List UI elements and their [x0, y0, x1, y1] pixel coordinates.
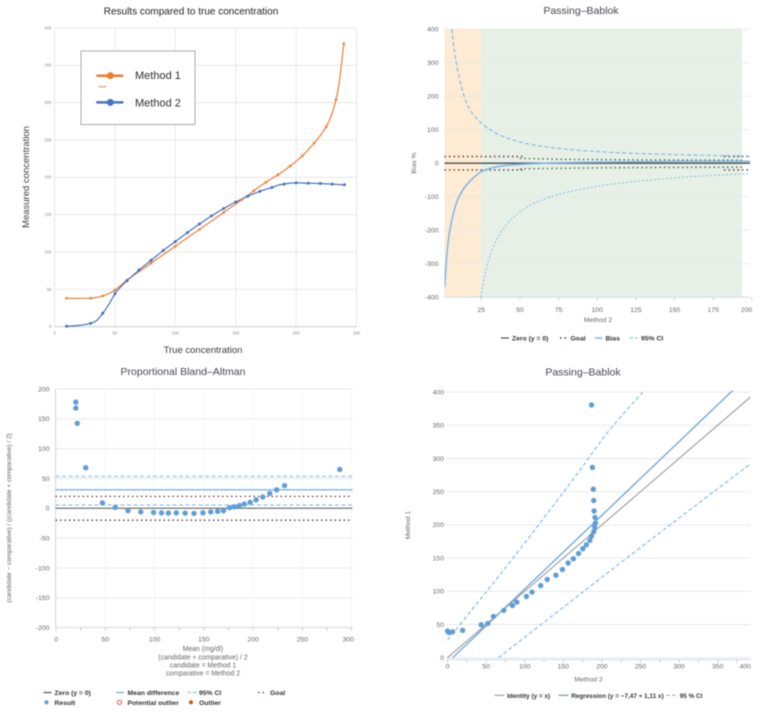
svg-text:100: 100: [519, 664, 531, 671]
svg-text:200: 200: [433, 522, 445, 529]
svg-text:Outlier: Outlier: [199, 700, 221, 707]
svg-text:-100: -100: [36, 565, 50, 572]
svg-text:Bias %: Bias %: [411, 152, 418, 173]
svg-text:-100: -100: [425, 194, 439, 201]
svg-text:Results compared to true conce: Results compared to true concentration: [104, 7, 279, 18]
svg-text:95% CI: 95% CI: [199, 690, 221, 697]
svg-text:400: 400: [433, 389, 445, 396]
svg-text:(candidate + comparative) / 2: (candidate + comparative) / 2: [158, 655, 248, 662]
svg-text:250: 250: [45, 137, 53, 142]
svg-text:300: 300: [673, 664, 685, 671]
svg-text:150: 150: [433, 555, 445, 562]
svg-text:150: 150: [558, 664, 570, 671]
svg-text:-200: -200: [36, 625, 50, 632]
svg-text:100: 100: [45, 249, 53, 254]
svg-text:100: 100: [592, 307, 604, 314]
svg-text:100: 100: [149, 637, 161, 644]
svg-text:comparative = Method 2: comparative = Method 2: [166, 671, 240, 678]
svg-text:Method 2: Method 2: [574, 677, 603, 684]
svg-text:Method 1: Method 1: [135, 70, 181, 82]
svg-text:0: 0: [53, 331, 56, 336]
svg-text:0: 0: [54, 637, 58, 644]
svg-text:50: 50: [42, 476, 50, 483]
svg-text:250: 250: [297, 637, 309, 644]
svg-text:0: 0: [46, 506, 50, 513]
svg-text:Zero (y = 0): Zero (y = 0): [55, 690, 91, 697]
svg-text:Measured concentration: Measured concentration: [21, 126, 32, 228]
svg-text:200: 200: [247, 637, 259, 644]
svg-text:400: 400: [427, 27, 439, 34]
svg-text:200: 200: [38, 386, 50, 393]
svg-text:50: 50: [436, 622, 444, 629]
svg-text:350: 350: [433, 423, 445, 430]
svg-text:100: 100: [433, 589, 445, 596]
svg-text:Mean (mg/dl): Mean (mg/dl): [183, 646, 224, 653]
svg-text:300: 300: [433, 456, 445, 463]
svg-text:(candidate − comparative) / ((: (candidate − comparative) / ((candidate …: [6, 433, 13, 602]
svg-text:75: 75: [555, 307, 563, 314]
svg-text:0: 0: [49, 324, 52, 329]
svg-text:Mean difference: Mean difference: [128, 690, 180, 697]
svg-text:Goal: Goal: [571, 336, 586, 343]
svg-text:250: 250: [635, 664, 647, 671]
svg-text:400: 400: [45, 25, 53, 30]
svg-text:400: 400: [740, 664, 752, 671]
svg-text:200: 200: [293, 331, 301, 336]
svg-text:100: 100: [38, 446, 50, 453]
svg-text:Identity (y = x): Identity (y = x): [507, 693, 550, 700]
svg-text:150: 150: [232, 331, 240, 336]
svg-text:Method 2: Method 2: [135, 98, 181, 110]
svg-text:50: 50: [113, 331, 118, 336]
svg-text:50: 50: [102, 637, 110, 644]
svg-text:Result: Result: [55, 700, 77, 707]
svg-text:200: 200: [596, 664, 608, 671]
svg-text:Zero (y = 0): Zero (y = 0): [512, 336, 548, 343]
svg-text:-400: -400: [425, 295, 439, 302]
svg-text:150: 150: [38, 416, 50, 423]
svg-text:250: 250: [433, 489, 445, 496]
svg-text:-150: -150: [36, 595, 50, 602]
svg-text:25: 25: [478, 307, 486, 314]
svg-text:175: 175: [708, 307, 720, 314]
svg-text:Method 1: Method 1: [405, 511, 412, 540]
svg-text:100: 100: [172, 331, 180, 336]
svg-text:150: 150: [45, 212, 53, 217]
svg-text:200: 200: [741, 307, 753, 314]
svg-text:0: 0: [446, 664, 450, 671]
svg-text:Proportional Bland–Altman: Proportional Bland–Altman: [121, 366, 246, 378]
svg-text:Bias: Bias: [606, 336, 621, 343]
svg-text:50: 50: [516, 307, 524, 314]
svg-text:0: 0: [440, 655, 444, 662]
svg-text:150: 150: [669, 307, 681, 314]
svg-text:candidate = Method 1: candidate = Method 1: [170, 663, 237, 670]
svg-text:True concentration: True concentration: [164, 345, 243, 356]
svg-text:350: 350: [45, 63, 53, 68]
svg-text:95 % CI: 95 % CI: [680, 693, 703, 700]
svg-text:50: 50: [482, 664, 490, 671]
svg-text:-200: -200: [425, 228, 439, 235]
svg-text:-300: -300: [425, 261, 439, 268]
svg-text:100: 100: [427, 127, 439, 134]
svg-text:200: 200: [45, 175, 53, 180]
svg-text:Method 2: Method 2: [584, 317, 613, 324]
svg-text:250: 250: [353, 331, 361, 336]
svg-text:300: 300: [45, 100, 53, 105]
svg-text:Goal: Goal: [270, 690, 285, 697]
svg-text:95% CI: 95% CI: [641, 336, 663, 343]
svg-text:125: 125: [630, 307, 642, 314]
svg-text:Potential outlier: Potential outlier: [128, 700, 180, 707]
svg-text:0: 0: [435, 161, 439, 168]
svg-text:300: 300: [343, 637, 355, 644]
svg-text:-50: -50: [40, 535, 50, 542]
svg-text:350: 350: [712, 664, 724, 671]
svg-text:200: 200: [427, 94, 439, 101]
svg-text:Passing–Bablok: Passing–Bablok: [543, 5, 619, 17]
svg-text:300: 300: [427, 60, 439, 67]
svg-text:Passing–Bablok: Passing–Bablok: [545, 367, 621, 379]
svg-text:150: 150: [198, 637, 210, 644]
svg-text:50: 50: [47, 287, 52, 292]
svg-text:Regression (y = −7,47 + 1,11 x: Regression (y = −7,47 + 1,11 x): [571, 693, 664, 700]
